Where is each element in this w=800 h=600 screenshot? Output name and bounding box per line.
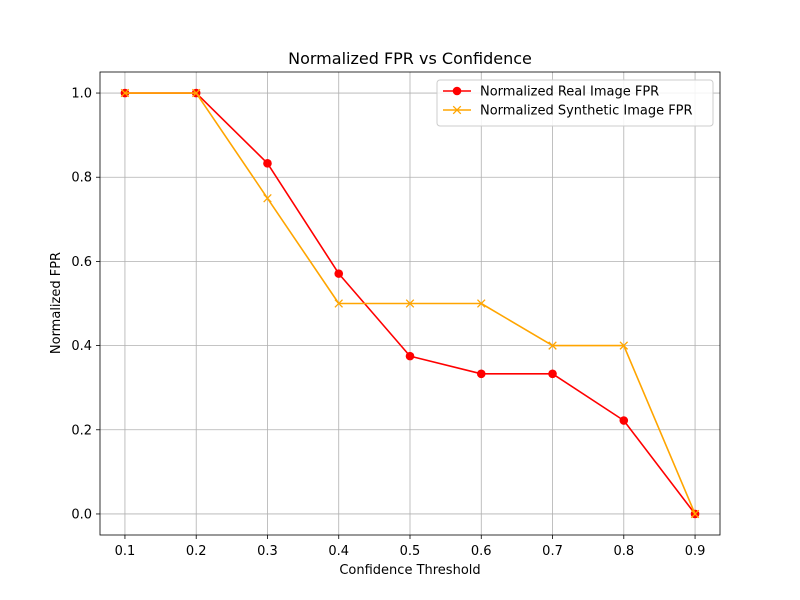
legend-marker-x — [452, 105, 462, 115]
y-axis-label: Normalized FPR — [49, 252, 64, 354]
legend-item: Normalized Real Image FPR — [443, 85, 659, 100]
data-point-circle — [476, 369, 486, 379]
x-tick-label: 0.3 — [257, 544, 278, 559]
data-point-x — [690, 509, 700, 519]
legend-label: Normalized Synthetic Image FPR — [480, 104, 693, 119]
data-point-circle — [263, 159, 272, 168]
y-tick-label: 0.6 — [71, 255, 92, 270]
legend-label: Normalized Real Image FPR — [480, 85, 659, 100]
y-tick-label: 0.2 — [71, 423, 92, 438]
data-point-x — [477, 299, 486, 308]
chart-title: Normalized FPR vs Confidence — [288, 49, 532, 68]
x-tick-label: 0.7 — [542, 544, 563, 559]
tick-labels: 0.1 0.2 0.3 0.4 0.5 0.6 0.7 0.8 0.9 0.0 0.2 0.4 0.6 0… — [71, 87, 705, 559]
data-point-circle — [334, 269, 344, 278]
legend-item: Normalized Synthetic Image FPR — [443, 104, 693, 119]
x-tick-label: 0.9 — [685, 544, 706, 559]
data-point-circle — [405, 351, 415, 361]
x-tick-label: 0.5 — [400, 544, 421, 559]
y-tick-label: 0.8 — [71, 171, 92, 186]
x-tick-label: 0.1 — [115, 544, 136, 559]
data-point-circle — [548, 369, 557, 379]
y-tick-label: 0.0 — [71, 507, 92, 522]
series-group — [120, 88, 700, 519]
x-tick-label: 0.8 — [613, 544, 634, 559]
grid-lines — [100, 72, 720, 535]
x-tick-label: 0.4 — [328, 544, 349, 559]
data-point-x — [548, 341, 557, 350]
y-tick-label: 1.0 — [71, 87, 92, 102]
series-synthetic — [120, 88, 700, 519]
legend-marker-circle — [452, 86, 462, 96]
data-point-x — [334, 299, 343, 308]
axes — [96, 71, 721, 539]
y-tick-label: 0.4 — [71, 339, 92, 354]
data-point-circle — [619, 416, 629, 425]
data-point-x — [263, 194, 272, 203]
data-point-x — [405, 299, 415, 308]
data-point-x — [619, 341, 629, 350]
data-point-x — [120, 88, 130, 98]
plot-frame — [99, 71, 721, 536]
x-tick-label: 0.6 — [471, 544, 492, 559]
legend-box — [436, 79, 714, 127]
legend: Normalized Real Image FPR Normalized Synt… — [436, 79, 714, 127]
x-tick-label: 0.2 — [186, 544, 207, 559]
x-axis-label: Confidence Threshold — [339, 563, 480, 578]
data-point-x — [191, 88, 201, 98]
